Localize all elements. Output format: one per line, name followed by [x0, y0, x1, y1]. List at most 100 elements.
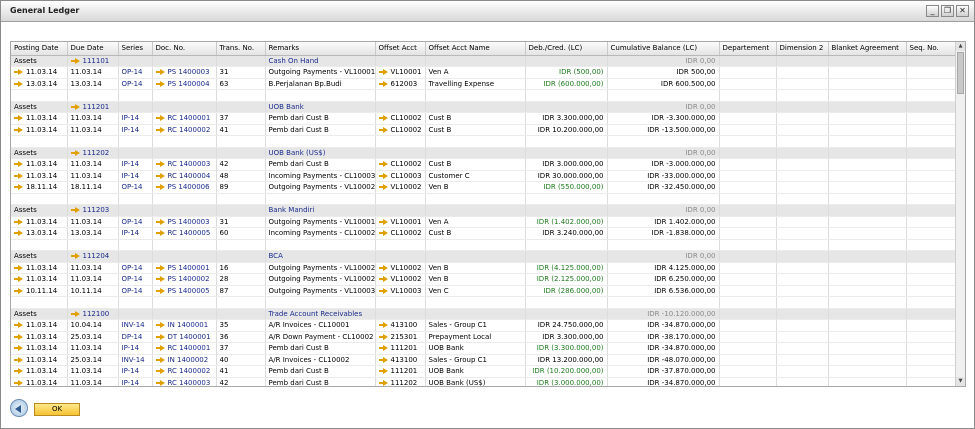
posting-date[interactable]: 11.03.14 — [11, 273, 68, 286]
table-row[interactable]: 11.03.14 11.03.14 IP-14 RC 1400002 41 Pemb da… — [11, 124, 957, 136]
table-row[interactable]: 11.03.14 11.03.14 IP-14 RC 1400003 42 Pemb da… — [11, 158, 957, 171]
posting-date[interactable]: 11.03.14 — [11, 365, 68, 378]
table-row[interactable]: 10.11.14 10.11.14 OP-14 PS 1400005 87 Outgoin… — [11, 285, 957, 297]
table-row[interactable]: 11.03.14 25.03.14 DP-14 DT 1400001 36 A/R Dow… — [11, 331, 957, 343]
posting-date[interactable]: 11.03.14 — [11, 124, 68, 136]
minimize-button[interactable]: _ — [926, 5, 939, 17]
doc-no[interactable]: RC 1400001 — [152, 112, 217, 125]
link-arrow-icon[interactable] — [155, 368, 165, 375]
scroll-down-icon[interactable]: ▼ — [956, 377, 965, 386]
link-arrow-icon[interactable] — [155, 379, 165, 386]
link-arrow-icon[interactable] — [14, 356, 23, 363]
table-row[interactable]: 11.03.14 11.03.14 OP-14 PS 1400003 31 Outgoin… — [11, 216, 957, 228]
link-arrow-icon[interactable] — [70, 57, 80, 64]
link-arrow-icon[interactable] — [14, 345, 23, 352]
posting-date[interactable]: 10.11.14 — [11, 285, 68, 297]
link-arrow-icon[interactable] — [155, 356, 165, 363]
link-arrow-icon[interactable] — [14, 368, 23, 375]
offset-acct[interactable]: VL10001 — [375, 216, 426, 228]
doc-no[interactable]: PS 1400001 — [152, 262, 217, 274]
posting-date[interactable]: 11.03.14 — [11, 170, 68, 182]
table-row[interactable]: 11.03.14 11.03.14 IP-14 RC 1400003 42 Pemb da… — [11, 377, 957, 386]
link-arrow-icon[interactable] — [378, 345, 388, 352]
offset-acct[interactable]: 413100 — [375, 319, 426, 332]
doc-no[interactable]: RC 1400005 — [152, 227, 217, 240]
column-header[interactable]: Deb./Cred. (LC) — [525, 42, 608, 56]
table-row[interactable]: 13.03.14 13.03.14 OP-14 PS 1400004 63 B.Perja… — [11, 78, 957, 90]
offset-acct[interactable]: 612003 — [375, 78, 426, 90]
column-header[interactable]: Cumulative Balance (LC) — [607, 42, 720, 56]
account-header-row[interactable]: Assets 111101 Cash On Hand IDR 0,00 — [11, 55, 957, 67]
link-arrow-icon[interactable] — [155, 264, 165, 271]
doc-no[interactable]: RC 1400001 — [152, 342, 217, 355]
offset-acct[interactable]: VL10002 — [375, 262, 426, 274]
link-arrow-icon[interactable] — [378, 379, 388, 386]
link-arrow-icon[interactable] — [378, 276, 388, 283]
link-arrow-icon[interactable] — [155, 80, 165, 87]
link-arrow-icon[interactable] — [14, 172, 23, 179]
offset-acct[interactable]: VL10001 — [375, 66, 426, 79]
column-header[interactable]: Seq. No. — [906, 42, 957, 56]
link-arrow-icon[interactable] — [155, 115, 165, 122]
link-arrow-icon[interactable] — [70, 207, 80, 214]
posting-date[interactable]: 11.03.14 — [11, 158, 68, 171]
posting-date[interactable]: 11.03.14 — [11, 342, 68, 355]
close-button[interactable]: ✕ — [956, 5, 969, 17]
link-arrow-icon[interactable] — [378, 172, 388, 179]
link-arrow-icon[interactable] — [155, 184, 165, 191]
link-arrow-icon[interactable] — [155, 287, 165, 294]
doc-no[interactable]: PS 1400002 — [152, 273, 217, 286]
link-arrow-icon[interactable] — [378, 333, 388, 340]
account-header-row[interactable]: Assets 111201 UOB Bank IDR 0,00 — [11, 101, 957, 113]
posting-date[interactable]: 11.03.14 — [11, 66, 68, 79]
column-header[interactable]: Offset Acct Name — [425, 42, 526, 56]
link-arrow-icon[interactable] — [14, 276, 23, 283]
link-arrow-icon[interactable] — [378, 80, 388, 87]
column-header[interactable]: Dimension 2 — [776, 42, 829, 56]
link-arrow-icon[interactable] — [70, 310, 80, 317]
offset-acct[interactable]: 111202 — [375, 377, 426, 386]
table-row[interactable]: 11.03.14 11.03.14 IP-14 RC 1400002 41 Pemb da… — [11, 365, 957, 378]
ok-button[interactable]: OK — [34, 403, 80, 416]
link-arrow-icon[interactable] — [155, 333, 165, 340]
doc-no[interactable]: IN 1400001 — [152, 319, 217, 332]
link-arrow-icon[interactable] — [14, 115, 23, 122]
link-arrow-icon[interactable] — [378, 356, 388, 363]
link-arrow-icon[interactable] — [378, 115, 388, 122]
offset-acct[interactable]: CL10003 — [375, 170, 426, 182]
link-arrow-icon[interactable] — [155, 69, 165, 76]
column-header[interactable]: Series — [118, 42, 153, 56]
posting-date[interactable]: 13.03.14 — [11, 78, 68, 90]
restore-button[interactable]: ❐ — [941, 5, 954, 17]
account-header-row[interactable]: Assets 111202 UOB Bank (US$) IDR 0,00 — [11, 147, 957, 159]
posting-date[interactable]: 11.03.14 — [11, 216, 68, 228]
offset-acct[interactable]: 111201 — [375, 365, 426, 378]
table-row[interactable]: 11.03.14 11.03.14 IP-14 RC 1400004 48 Incomin… — [11, 170, 957, 182]
link-arrow-icon[interactable] — [155, 345, 165, 352]
link-arrow-icon[interactable] — [378, 161, 388, 168]
doc-no[interactable]: PS 1400003 — [152, 216, 217, 228]
link-arrow-icon[interactable] — [155, 126, 165, 133]
offset-acct[interactable]: CL10002 — [375, 124, 426, 136]
table-row[interactable]: 11.03.14 25.03.14 INV-14 IN 1400002 40 A/R In… — [11, 354, 957, 366]
link-arrow-icon[interactable] — [14, 333, 23, 340]
column-header[interactable]: Doc. No. — [152, 42, 217, 56]
link-arrow-icon[interactable] — [14, 184, 23, 191]
link-arrow-icon[interactable] — [14, 264, 23, 271]
offset-acct[interactable]: 215301 — [375, 331, 426, 343]
posting-date[interactable]: 11.03.14 — [11, 377, 68, 386]
link-arrow-icon[interactable] — [155, 276, 165, 283]
column-header[interactable]: Trans. No. — [216, 42, 266, 56]
link-arrow-icon[interactable] — [14, 80, 23, 87]
doc-no[interactable]: PS 1400005 — [152, 285, 217, 297]
posting-date[interactable]: 13.03.14 — [11, 227, 68, 240]
link-arrow-icon[interactable] — [378, 287, 388, 294]
link-arrow-icon[interactable] — [14, 287, 23, 294]
link-arrow-icon[interactable] — [14, 161, 23, 168]
link-arrow-icon[interactable] — [378, 368, 388, 375]
doc-no[interactable]: PS 1400006 — [152, 181, 217, 194]
account-code[interactable]: 112100 — [67, 308, 119, 320]
table-row[interactable]: 11.03.14 11.03.14 IP-14 RC 1400001 37 Pemb da… — [11, 342, 957, 355]
offset-acct[interactable]: 111201 — [375, 342, 426, 355]
account-code[interactable]: 111202 — [67, 147, 119, 159]
